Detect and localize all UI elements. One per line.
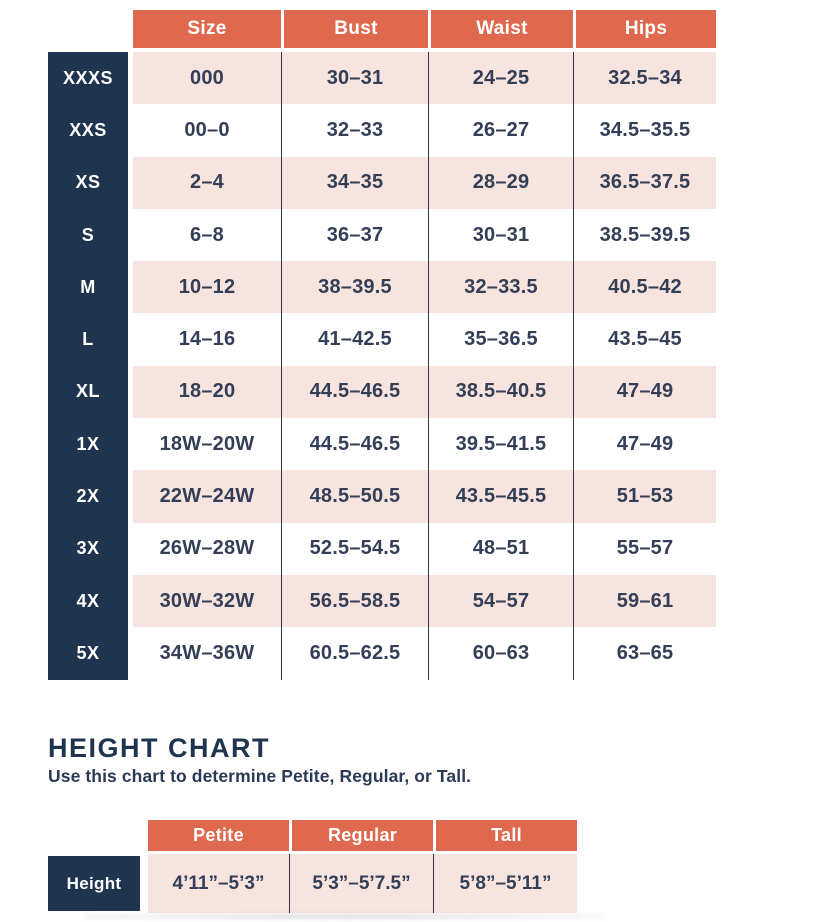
cell-hips: 59–61: [573, 574, 716, 628]
cell-size: 10–12: [133, 261, 281, 314]
size-row-s: S 6–8 36–37 30–31 38.5–39.5: [48, 208, 716, 262]
size-chart-header-row: Size Bust Waist Hips: [133, 10, 716, 48]
size-chart-body: XXXS 000 30–31 24–25 32.5–34 XXS 00–0 32…: [48, 52, 716, 680]
size-chart-table: Size Bust Waist Hips XXXS 000 30–31 24–2…: [48, 10, 716, 680]
cell-size: 34W–36W: [133, 627, 281, 680]
cell-size: 2–4: [133, 156, 281, 209]
column-header-waist: Waist: [428, 10, 573, 48]
size-row-2x: 2X 22W–24W 48.5–50.5 43.5–45.5 51–53: [48, 470, 716, 523]
cell-regular-height: 5’3”–5’7.5”: [289, 854, 433, 913]
column-header-size: Size: [133, 10, 281, 48]
height-chart-table: Petite Regular Tall Height 4’11”–5’3” 5’…: [48, 820, 577, 913]
cell-size: 18–20: [133, 365, 281, 419]
cell-hips: 38.5–39.5: [573, 208, 716, 262]
size-row-xxxs: XXXS 000 30–31 24–25 32.5–34: [48, 52, 716, 105]
cell-hips: 47–49: [573, 365, 716, 419]
cell-bust: 30–31: [281, 52, 428, 105]
size-row-m: M 10–12 38–39.5 32–33.5 40.5–42: [48, 261, 716, 314]
row-label: M: [48, 261, 128, 314]
column-header-regular: Regular: [289, 820, 433, 851]
cell-waist: 35–36.5: [428, 313, 573, 366]
column-header-hips: Hips: [573, 10, 716, 48]
cell-bust: 44.5–46.5: [281, 418, 428, 471]
cell-waist: 38.5–40.5: [428, 365, 573, 419]
size-row-xl: XL 18–20 44.5–46.5 38.5–40.5 47–49: [48, 365, 716, 419]
cell-size: 18W–20W: [133, 418, 281, 471]
size-row-1x: 1X 18W–20W 44.5–46.5 39.5–41.5 47–49: [48, 418, 716, 471]
cell-size: 00–0: [133, 104, 281, 157]
cell-bust: 56.5–58.5: [281, 574, 428, 628]
height-chart-subtitle: Use this chart to determine Petite, Regu…: [48, 766, 472, 786]
size-row-4x: 4X 30W–32W 56.5–58.5 54–57 59–61: [48, 574, 716, 628]
photo-edge-shadow: [85, 914, 605, 919]
cell-bust: 32–33: [281, 104, 428, 157]
cell-size: 22W–24W: [133, 470, 281, 523]
size-row-5x: 5X 34W–36W 60.5–62.5 60–63 63–65: [48, 627, 716, 680]
row-label: XL: [48, 365, 128, 419]
cell-waist: 28–29: [428, 156, 573, 209]
cell-tall-height: 5’8”–5’11”: [433, 854, 577, 913]
cell-petite-height: 4’11”–5’3”: [148, 854, 289, 913]
row-label: XXS: [48, 104, 128, 157]
cell-bust: 52.5–54.5: [281, 522, 428, 575]
cell-size: 000: [133, 52, 281, 105]
row-label: L: [48, 313, 128, 366]
cell-waist: 43.5–45.5: [428, 470, 573, 523]
row-label: S: [48, 208, 128, 262]
cell-bust: 36–37: [281, 208, 428, 262]
cell-bust: 41–42.5: [281, 313, 428, 366]
cell-hips: 63–65: [573, 627, 716, 680]
cell-bust: 60.5–62.5: [281, 627, 428, 680]
size-row-3x: 3X 26W–28W 52.5–54.5 48–51 55–57: [48, 522, 716, 575]
row-label: XXXS: [48, 52, 128, 105]
height-chart-title: HEIGHT CHART: [48, 733, 270, 763]
size-row-xxs: XXS 00–0 32–33 26–27 34.5–35.5: [48, 104, 716, 157]
cell-bust: 48.5–50.5: [281, 470, 428, 523]
row-label-height: Height: [48, 856, 140, 911]
column-header-tall: Tall: [433, 820, 577, 851]
cell-hips: 51–53: [573, 470, 716, 523]
cell-size: 14–16: [133, 313, 281, 366]
cell-hips: 55–57: [573, 522, 716, 575]
cell-waist: 26–27: [428, 104, 573, 157]
cell-hips: 47–49: [573, 418, 716, 471]
row-label: 2X: [48, 470, 128, 523]
row-label: XS: [48, 156, 128, 209]
cell-hips: 40.5–42: [573, 261, 716, 314]
size-row-l: L 14–16 41–42.5 35–36.5 43.5–45: [48, 313, 716, 366]
cell-bust: 44.5–46.5: [281, 365, 428, 419]
cell-hips: 43.5–45: [573, 313, 716, 366]
row-label: 5X: [48, 627, 128, 680]
cell-size: 30W–32W: [133, 574, 281, 628]
cell-waist: 39.5–41.5: [428, 418, 573, 471]
cell-size: 6–8: [133, 208, 281, 262]
cell-waist: 54–57: [428, 574, 573, 628]
row-label: 1X: [48, 418, 128, 471]
row-label: 4X: [48, 574, 128, 628]
cell-bust: 34–35: [281, 156, 428, 209]
cell-waist: 48–51: [428, 522, 573, 575]
cell-waist: 60–63: [428, 627, 573, 680]
height-row: Height 4’11”–5’3” 5’3”–5’7.5” 5’8”–5’11”: [48, 854, 577, 913]
column-header-petite: Petite: [148, 820, 289, 851]
row-label: 3X: [48, 522, 128, 575]
column-header-bust: Bust: [281, 10, 428, 48]
cell-waist: 24–25: [428, 52, 573, 105]
cell-hips: 32.5–34: [573, 52, 716, 105]
cell-waist: 30–31: [428, 208, 573, 262]
cell-hips: 36.5–37.5: [573, 156, 716, 209]
cell-bust: 38–39.5: [281, 261, 428, 314]
cell-size: 26W–28W: [133, 522, 281, 575]
height-chart-header-row: Petite Regular Tall: [148, 820, 577, 851]
size-row-xs: XS 2–4 34–35 28–29 36.5–37.5: [48, 156, 716, 209]
cell-waist: 32–33.5: [428, 261, 573, 314]
cell-hips: 34.5–35.5: [573, 104, 716, 157]
